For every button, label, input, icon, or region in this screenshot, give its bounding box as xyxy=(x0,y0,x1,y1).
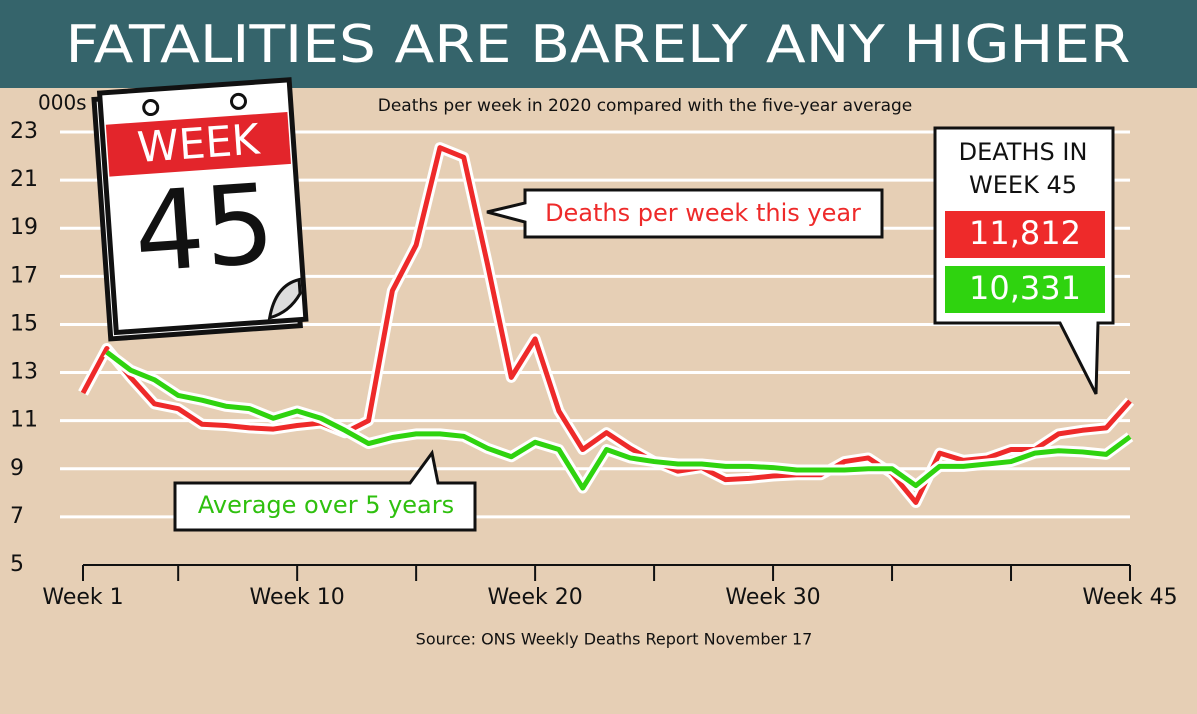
value-box xyxy=(945,266,1105,313)
legend-label: Average over 5 years xyxy=(198,491,454,519)
callout-box xyxy=(173,449,477,532)
ring xyxy=(230,92,248,110)
calendar: WEEK 45 xyxy=(91,77,309,342)
x-tick-label: Week 10 xyxy=(250,585,345,610)
y-tick-label: 9 xyxy=(10,456,24,481)
y-tick-label: 7 xyxy=(10,504,24,529)
callout-box xyxy=(486,188,884,239)
calendar-word: WEEK xyxy=(136,115,263,173)
calendar-band xyxy=(105,112,291,177)
y-tick-label: 23 xyxy=(10,119,38,144)
y-tick-label: 11 xyxy=(10,408,38,433)
y-tick-label: 13 xyxy=(10,360,38,385)
ring xyxy=(142,99,160,117)
x-tick-label: Week 30 xyxy=(725,585,820,610)
value-label: 11,812 xyxy=(969,214,1081,252)
y-tick-label: 15 xyxy=(10,311,38,336)
box-title: WEEK 45 xyxy=(969,171,1077,199)
calendar-number: 45 xyxy=(130,160,279,297)
legend-label: Deaths per week this year xyxy=(545,199,861,227)
source: Source: ONS Weekly Deaths Report Novembe… xyxy=(416,630,813,649)
x-tick-label: Week 20 xyxy=(487,585,582,610)
week-box xyxy=(933,126,1115,395)
line xyxy=(105,350,1132,491)
y-unit: 000s xyxy=(38,91,87,115)
y-tick-label: 19 xyxy=(10,215,38,240)
title-bar xyxy=(0,0,1197,88)
y-tick-label: 17 xyxy=(10,263,38,288)
value-box xyxy=(945,211,1105,258)
x-tick-label: Week 45 xyxy=(1082,585,1177,610)
line xyxy=(80,145,1132,505)
box-title: DEATHS IN xyxy=(959,138,1088,166)
plot xyxy=(78,142,1135,508)
page-curl xyxy=(267,277,302,320)
chart-title: FATALITIES ARE BARELY ANY HIGHER xyxy=(66,15,1131,75)
value-label: 10,331 xyxy=(969,269,1081,307)
y-tick-label: 21 xyxy=(10,167,38,192)
subtitle: Deaths per week in 2020 compared with th… xyxy=(378,96,913,116)
y-tick-label: 5 xyxy=(10,552,24,577)
x-tick-label: Week 1 xyxy=(42,585,123,610)
